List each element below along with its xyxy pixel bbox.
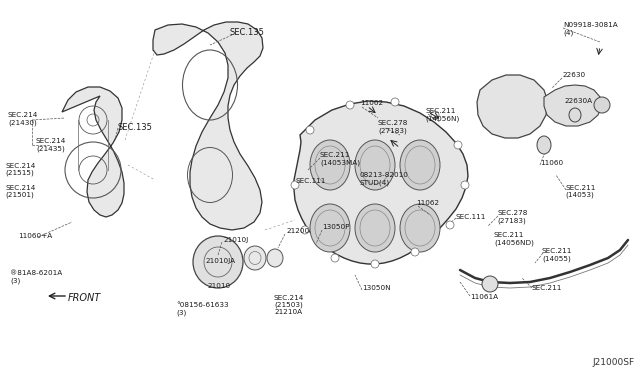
Circle shape [391,98,399,106]
Text: 11062: 11062 [416,200,439,206]
Ellipse shape [400,140,440,190]
Text: SEC.211: SEC.211 [531,285,561,291]
Text: FRONT: FRONT [68,293,101,303]
Circle shape [346,101,354,109]
Text: 08213-82010
STUD(4): 08213-82010 STUD(4) [360,172,409,186]
Text: SEC.214
(21430): SEC.214 (21430) [8,112,38,125]
Text: SEC.214
(21435): SEC.214 (21435) [36,138,67,151]
Circle shape [431,111,439,119]
Ellipse shape [355,140,395,190]
Circle shape [411,248,419,256]
Polygon shape [477,75,548,138]
Circle shape [594,97,610,113]
Ellipse shape [355,204,395,252]
Circle shape [306,126,314,134]
Text: °08156-61633
(3): °08156-61633 (3) [176,302,228,315]
Circle shape [371,260,379,268]
Circle shape [301,226,309,234]
Ellipse shape [267,249,283,267]
Ellipse shape [400,204,440,252]
Text: 21200: 21200 [286,228,309,234]
Text: SEC.111: SEC.111 [455,214,485,220]
Text: SEC.111: SEC.111 [296,178,326,184]
Polygon shape [62,87,124,217]
Text: SEC.135: SEC.135 [118,123,153,132]
Text: SEC.278
(27183): SEC.278 (27183) [497,210,527,224]
Text: 21010: 21010 [207,283,230,289]
Ellipse shape [310,140,350,190]
Text: SEC.211
(14056N): SEC.211 (14056N) [425,108,460,122]
Text: 11061A: 11061A [470,294,498,300]
Text: 11062: 11062 [360,100,383,106]
Circle shape [446,221,454,229]
Circle shape [482,276,498,292]
Ellipse shape [569,108,581,122]
Text: N09918-3081A
(4): N09918-3081A (4) [563,22,618,35]
Ellipse shape [193,236,243,288]
Text: 21010J: 21010J [223,237,248,243]
Circle shape [331,254,339,262]
Text: SEC.211
(14053MA): SEC.211 (14053MA) [320,152,360,166]
Polygon shape [153,22,263,230]
Text: SEC.214
(21503)
21210A: SEC.214 (21503) 21210A [274,295,305,315]
Circle shape [291,181,299,189]
Polygon shape [294,101,468,264]
Text: 13050N: 13050N [362,285,390,291]
Text: 21010JA: 21010JA [205,258,235,264]
Text: 22630: 22630 [562,72,585,78]
Text: SEC.135: SEC.135 [230,28,265,37]
Text: SEC.211
(14055): SEC.211 (14055) [542,248,572,262]
Ellipse shape [310,204,350,252]
Text: SEC.211
(14053): SEC.211 (14053) [565,185,595,199]
Ellipse shape [537,136,551,154]
Polygon shape [544,85,602,126]
Text: SEC.214
(21515): SEC.214 (21515) [5,163,35,176]
Text: ®81A8-6201A
(3): ®81A8-6201A (3) [10,270,62,283]
Text: 11060: 11060 [540,160,563,166]
Text: 11060+A: 11060+A [18,233,52,239]
Text: 13050P: 13050P [322,224,349,230]
Ellipse shape [244,246,266,270]
Text: SEC.278
(27183): SEC.278 (27183) [378,120,408,134]
Text: J21000SF: J21000SF [593,358,635,367]
Text: 22630A: 22630A [564,98,592,104]
Circle shape [454,141,462,149]
Text: SEC.211
(14056ND): SEC.211 (14056ND) [494,232,534,246]
Circle shape [461,181,469,189]
Text: SEC.214
(21501): SEC.214 (21501) [5,185,35,199]
